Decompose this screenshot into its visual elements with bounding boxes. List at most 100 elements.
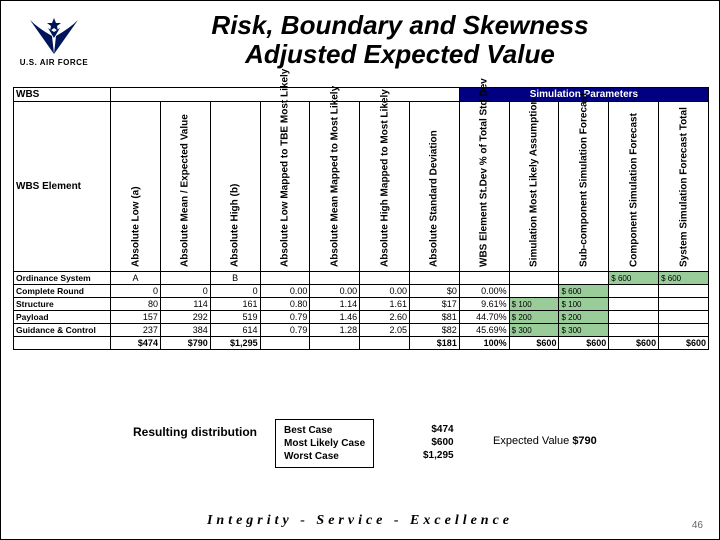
content-area: WBSSimulation ParametersWBS ElementAbsol… [13, 87, 709, 350]
wbs-table: WBSSimulation ParametersWBS ElementAbsol… [13, 87, 709, 350]
motto: Integrity - Service - Excellence [1, 513, 719, 529]
page-title: Risk, Boundary and Skewness Adjusted Exp… [99, 11, 711, 68]
table-cell: 519 [210, 311, 260, 324]
table-cell: $ 600 [559, 285, 609, 298]
table-cell: 614 [210, 324, 260, 337]
table-cell: 100% [459, 337, 509, 350]
table-cell: 0 [160, 285, 210, 298]
table-cell [410, 272, 460, 285]
wbs-corner-label: WBS [14, 88, 111, 102]
col-header: Absolute High Mapped to Most Likely [360, 102, 410, 272]
table-cell [360, 272, 410, 285]
table-cell: $474 [111, 337, 161, 350]
table-cell: $1,295 [210, 337, 260, 350]
table-cell [609, 324, 659, 337]
table-cell: $81 [410, 311, 460, 324]
col-header: Absolute Mean Mapped to Most Likely [310, 102, 360, 272]
col-header: Absolute Low Mapped to TBE Most Likely [260, 102, 310, 272]
table-cell: 0.00 [260, 285, 310, 298]
table-cell: 237 [111, 324, 161, 337]
table-cell: $790 [160, 337, 210, 350]
wings-icon [22, 14, 86, 56]
table-cell: 292 [160, 311, 210, 324]
table-cell [659, 311, 709, 324]
table-cell: 157 [111, 311, 161, 324]
col-header: Sub-component Simulation Forecast [559, 102, 609, 272]
table-cell: $ 600 [609, 272, 659, 285]
table-cell: 0.00 [360, 285, 410, 298]
table-cell [559, 272, 609, 285]
table-cell: $181 [410, 337, 460, 350]
table-cell: $ 300 [509, 324, 559, 337]
table-cell: $600 [609, 337, 659, 350]
table-cell: 9.61% [459, 298, 509, 311]
table-cell: $ 300 [559, 324, 609, 337]
table-cell: $600 [509, 337, 559, 350]
table-cell: 0 [111, 285, 161, 298]
table-row-label: Complete Round [14, 285, 111, 298]
table-cell: 0 [210, 285, 260, 298]
table-cell: B [210, 272, 260, 285]
table-cell [360, 337, 410, 350]
usaf-logo: U.S. AIR FORCE [9, 14, 99, 67]
table-cell: 44.70% [459, 311, 509, 324]
table-cell: A [111, 272, 161, 285]
case-values: $474$600$1,295 [423, 423, 454, 462]
header: U.S. AIR FORCE Risk, Boundary and Skewne… [1, 1, 719, 79]
table-cell [459, 272, 509, 285]
table-cell: $ 600 [659, 272, 709, 285]
table-cell: $ 100 [559, 298, 609, 311]
table-cell [659, 285, 709, 298]
expected-value-label: Expected Value $790 [493, 435, 597, 447]
case-box: Best CaseMost Likely CaseWorst Case [275, 419, 374, 468]
table-cell: 45.69% [459, 324, 509, 337]
table-cell: 0.79 [260, 324, 310, 337]
table-cell [609, 298, 659, 311]
table-cell: $17 [410, 298, 460, 311]
table-cell: $600 [659, 337, 709, 350]
table-cell [260, 272, 310, 285]
table-cell [260, 337, 310, 350]
table-row-label: Payload [14, 311, 111, 324]
table-cell: $ 100 [509, 298, 559, 311]
table-cell: 0.80 [260, 298, 310, 311]
table-cell: 0.00 [310, 285, 360, 298]
table-cell: $600 [559, 337, 609, 350]
table-cell [609, 285, 659, 298]
col-header: Absolute Standard Deviation [410, 102, 460, 272]
table-cell: 0.00% [459, 285, 509, 298]
table-cell: 1.61 [360, 298, 410, 311]
table-cell: $ 200 [509, 311, 559, 324]
col-header: Absolute Low (a) [111, 102, 161, 272]
table-cell [160, 272, 210, 285]
table-cell: 2.60 [360, 311, 410, 324]
table-cell: 1.14 [310, 298, 360, 311]
table-row-label: Structure [14, 298, 111, 311]
table-cell [509, 272, 559, 285]
table-cell: $0 [410, 285, 460, 298]
col-header: Absolute High (b) [210, 102, 260, 272]
table-cell: 80 [111, 298, 161, 311]
table-cell: 1.28 [310, 324, 360, 337]
wbs-element-header: WBS Element [14, 102, 111, 272]
table-cell: 114 [160, 298, 210, 311]
page-number: 46 [692, 520, 703, 531]
resulting-distribution-label: Resulting distribution [133, 425, 257, 439]
table-row-label: Guidance & Control [14, 324, 111, 337]
table-cell: $82 [410, 324, 460, 337]
table-cell: 1.46 [310, 311, 360, 324]
table-row-label [14, 337, 111, 350]
col-header: System Simulation Forecast Total [659, 102, 709, 272]
table-cell: 2.05 [360, 324, 410, 337]
col-header: Component Simulation Forecast [609, 102, 659, 272]
table-cell [659, 298, 709, 311]
col-header: WBS Element St.Dev % of Total Std.Dev [459, 102, 509, 272]
table-cell: 0.79 [260, 311, 310, 324]
table-cell [509, 285, 559, 298]
table-cell [310, 337, 360, 350]
table-cell: $ 200 [559, 311, 609, 324]
col-header: Absolute Mean / Expected Value [160, 102, 210, 272]
table-cell [609, 311, 659, 324]
table-row-label: Ordinance System [14, 272, 111, 285]
table-cell: 161 [210, 298, 260, 311]
